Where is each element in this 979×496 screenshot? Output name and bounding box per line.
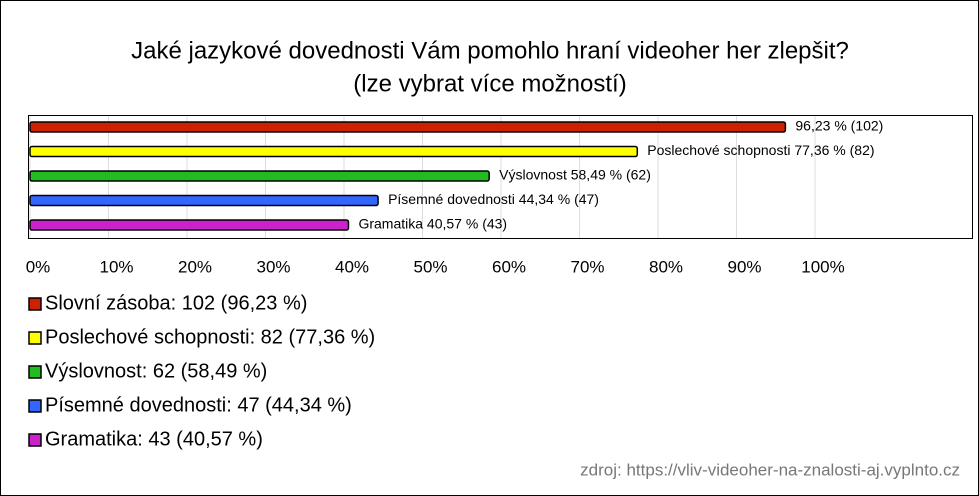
bar-label: Výslovnost 58,49 % (62) <box>499 167 651 183</box>
x-tick-label: 0% <box>26 257 51 276</box>
x-tick-label: 50% <box>413 257 447 276</box>
legend-label: Poslechové schopnosti: 82 (77,36 %) <box>45 326 375 348</box>
x-tick-label: 10% <box>99 257 133 276</box>
bar <box>29 219 350 231</box>
x-tick-label: 30% <box>256 257 290 276</box>
bar <box>29 145 639 158</box>
bar-label: 96,23 % (102) <box>795 118 883 134</box>
legend-label: Slovní zásoba: 102 (96,23 %) <box>45 292 307 314</box>
chart-title: Jaké jazykové dovednosti Vám pomohlo hra… <box>131 37 849 64</box>
chart-subtitle: (lze vybrat více možností) <box>353 70 626 97</box>
x-tick-label: 60% <box>492 257 526 276</box>
x-tick-label: 40% <box>335 257 369 276</box>
x-tick-label: 80% <box>649 257 683 276</box>
legend-label: Gramatika: 43 (40,57 %) <box>45 428 263 450</box>
legend-swatch <box>28 433 42 447</box>
x-tick-label: 20% <box>178 257 212 276</box>
legend-label: Písemné dovednosti: 47 (44,34 %) <box>45 394 352 416</box>
source: zdroj: https://vliv-videoher-na-znalosti… <box>580 460 960 479</box>
legend-label: Výslovnost: 62 (58,49 %) <box>45 360 267 382</box>
bar-label: Poslechové schopnosti 77,36 % (82) <box>647 142 874 158</box>
x-tick-label: 70% <box>570 257 604 276</box>
plot-area <box>28 115 973 239</box>
bar <box>29 121 787 133</box>
bar <box>29 170 490 182</box>
legend-swatch <box>28 365 42 379</box>
legend-swatch <box>28 399 42 413</box>
legend-swatch <box>28 297 42 311</box>
x-tick-label: 100% <box>801 257 844 276</box>
bar-label: Gramatika 40,57 % (43) <box>358 216 507 232</box>
bar-label: Písemné dovednosti 44,34 % (47) <box>388 191 599 207</box>
bar <box>29 194 379 207</box>
x-tick-label: 90% <box>727 257 761 276</box>
legend-swatch <box>28 331 42 345</box>
